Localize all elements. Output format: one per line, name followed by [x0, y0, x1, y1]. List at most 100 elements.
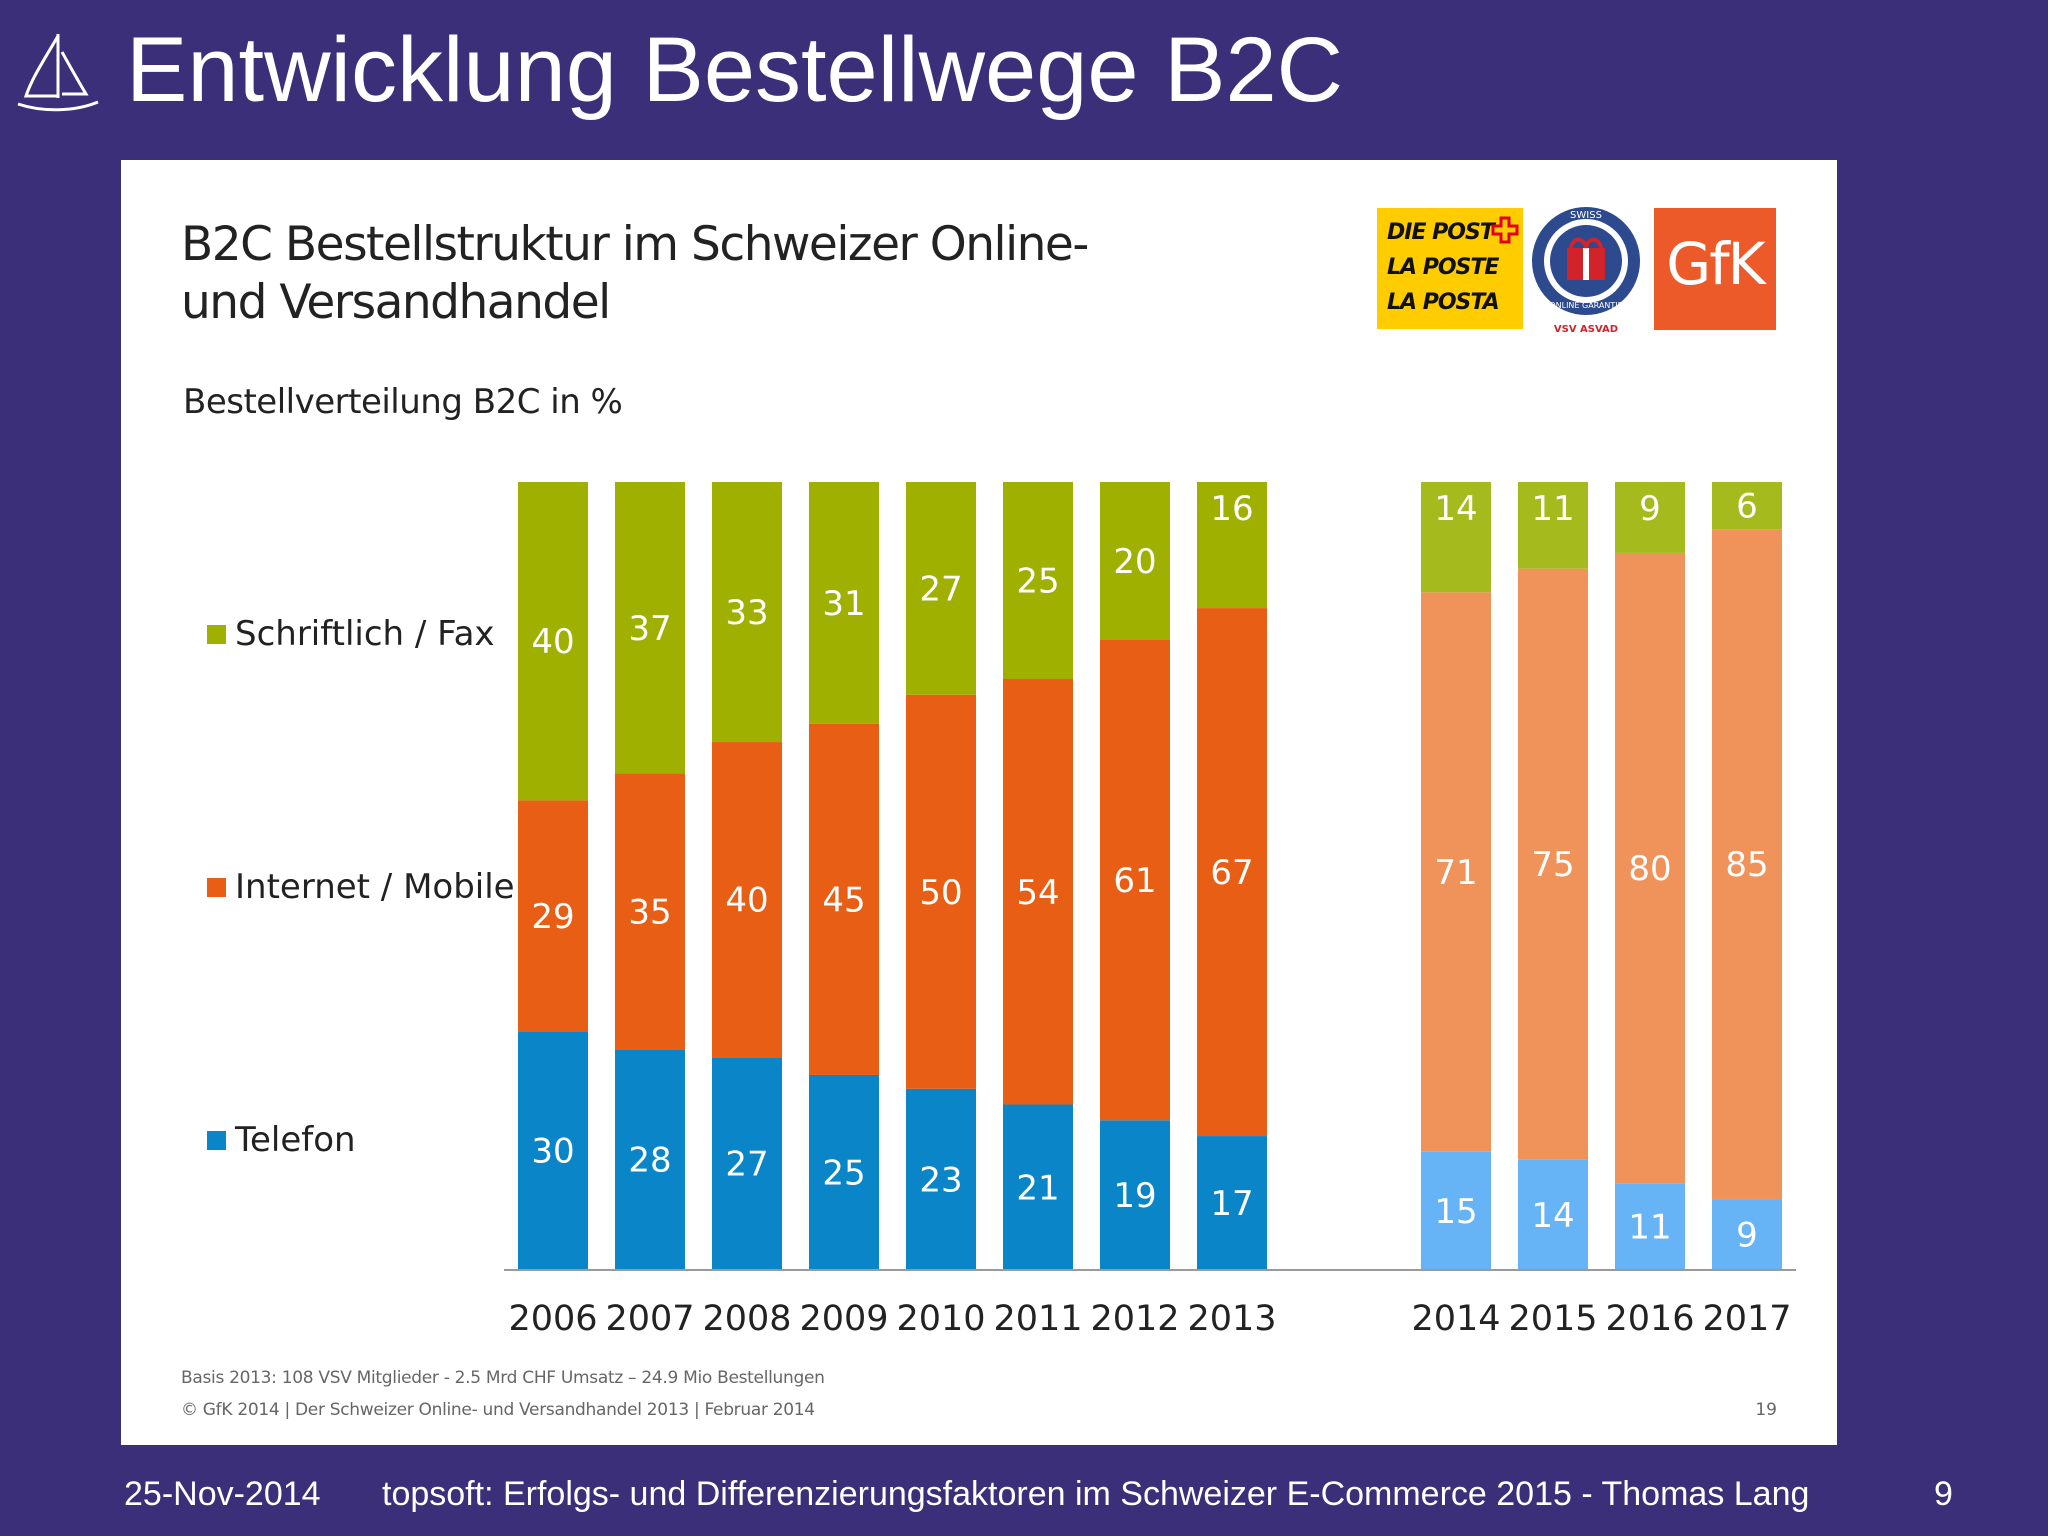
bar-segment [1421, 592, 1491, 1152]
data-label: 80 [1628, 849, 1671, 889]
x-tick-label: 2017 [1702, 1299, 1791, 1339]
bar-segment [809, 723, 879, 1075]
legend-label: Telefon [234, 1120, 356, 1160]
x-tick-label: 2009 [799, 1299, 888, 1339]
bar-segment [906, 1088, 976, 1270]
bar-segment [1197, 608, 1267, 1137]
bar-segment [1100, 639, 1170, 1121]
bar-segment [1615, 482, 1685, 553]
x-tick-label: 2013 [1187, 1299, 1276, 1339]
sailboat-logo-icon [17, 34, 99, 112]
data-label: 14 [1434, 489, 1477, 529]
data-label: 14 [1531, 1196, 1574, 1236]
data-label: 71 [1434, 853, 1477, 893]
footer-text: topsoft: Erfolgs- und Differenzierungsfa… [382, 1475, 1810, 1513]
bar-segment [1518, 482, 1588, 569]
data-label: 9 [1639, 489, 1661, 529]
x-tick-label: 2006 [508, 1299, 597, 1339]
slide-title: Entwicklung Bestellwege B2C [126, 19, 1344, 121]
x-tick-label: 2016 [1605, 1299, 1694, 1339]
x-tick-labels: 2006 2007 2008 2009 2010 2011 2012 2013 2014 2015… [508, 1299, 1791, 1339]
bar-segment [1003, 482, 1073, 679]
x-tick-label: 2007 [605, 1299, 694, 1339]
bar-segment [1615, 1183, 1685, 1270]
data-label: 61 [1113, 861, 1156, 901]
vsv-online-garantie-logo: SWISS ONLINE GARANTIE VSV ASVAD [1532, 207, 1640, 335]
bar-segment [712, 742, 782, 1058]
data-label: 29 [531, 897, 574, 937]
legend-swatch [207, 1131, 226, 1150]
bar-segment [518, 482, 588, 801]
data-label: 16 [1210, 489, 1253, 529]
data-label: 28 [628, 1141, 671, 1181]
post-logo-line1: DIE POST [1387, 220, 1495, 245]
source-note: © GfK 2014 | Der Schweizer Online- und V… [181, 1400, 815, 1420]
data-label: 40 [531, 622, 574, 662]
data-label: 54 [1016, 873, 1059, 913]
basis-note: Basis 2013: 108 VSV Mitglieder - 2.5 Mrd… [181, 1368, 825, 1388]
bar-segment [809, 482, 879, 724]
chart-subtitle: Bestellverteilung B2C in % [183, 382, 623, 422]
data-label: 40 [725, 881, 768, 921]
data-label: 21 [1016, 1168, 1059, 1208]
legend-label: Internet / Mobile [235, 867, 515, 907]
vsv-top-text: SWISS [1570, 210, 1602, 221]
bar-segment [1003, 679, 1073, 1105]
data-label: 31 [822, 584, 865, 624]
data-label: 33 [725, 593, 768, 633]
bar-segment [906, 482, 976, 695]
data-label: 67 [1210, 853, 1253, 893]
data-label: 6 [1736, 487, 1758, 527]
source-page-number: 19 [1755, 1400, 1777, 1420]
bar-segment [1197, 1136, 1267, 1270]
data-label: 37 [628, 609, 671, 649]
x-tick-label: 2015 [1508, 1299, 1597, 1339]
bar-segment [1712, 482, 1782, 530]
data-label: 9 [1736, 1216, 1758, 1256]
data-label: 25 [822, 1153, 865, 1193]
bar-segment [1100, 482, 1170, 640]
bar-segment [712, 482, 782, 743]
data-label: 17 [1210, 1184, 1253, 1224]
legend-swatch [207, 878, 226, 897]
vsv-bottom-text: VSV ASVAD [1554, 324, 1618, 335]
x-tick-label: 2014 [1411, 1299, 1500, 1339]
chart-title: B2C Bestellstruktur im Schweizer Online-… [181, 216, 1089, 332]
x-tick-label: 2008 [702, 1299, 791, 1339]
legend-label: Schriftlich / Fax [235, 614, 495, 654]
data-label: 20 [1113, 542, 1156, 582]
bars-group: 3029402835372740332545312350272154251961… [518, 482, 1782, 1270]
x-tick-label: 2011 [993, 1299, 1082, 1339]
data-label: 75 [1531, 845, 1574, 885]
bar-segment [615, 482, 685, 774]
bar-segment [906, 694, 976, 1089]
bar-segment [1100, 1120, 1170, 1270]
legend-swatch [207, 625, 226, 644]
vsv-ring-text: ONLINE GARANTIE [1549, 301, 1622, 310]
bar-segment [1197, 482, 1267, 609]
data-label: 30 [531, 1132, 574, 1172]
bar-segment [1712, 529, 1782, 1200]
bar-segment [615, 773, 685, 1050]
data-label: 27 [919, 569, 962, 609]
bar-segment [712, 1057, 782, 1270]
post-logo-line3: LA POSTA [1387, 290, 1500, 315]
bar-segment [1421, 1151, 1491, 1270]
data-label: 25 [1016, 562, 1059, 602]
data-label: 15 [1434, 1192, 1477, 1232]
data-label: 11 [1628, 1208, 1671, 1248]
gfk-logo: GfK [1654, 208, 1776, 330]
chart-title-line2: und Versandhandel [181, 275, 611, 330]
x-tick-label: 2010 [896, 1299, 985, 1339]
bar-segment [1615, 552, 1685, 1184]
data-label: 27 [725, 1145, 768, 1185]
bar-segment [1003, 1104, 1073, 1270]
bar-segment [615, 1049, 685, 1270]
data-label: 50 [919, 873, 962, 913]
gfk-logo-text: GfK [1666, 230, 1765, 298]
die-post-logo: DIE POST LA POSTE LA POSTA [1377, 208, 1523, 329]
post-logo-line2: LA POSTE [1387, 255, 1499, 280]
chart-card: B2C Bestellstruktur im Schweizer Online-… [121, 160, 1837, 1445]
bar-segment [1518, 568, 1588, 1160]
swiss-cross-icon [1491, 216, 1519, 244]
